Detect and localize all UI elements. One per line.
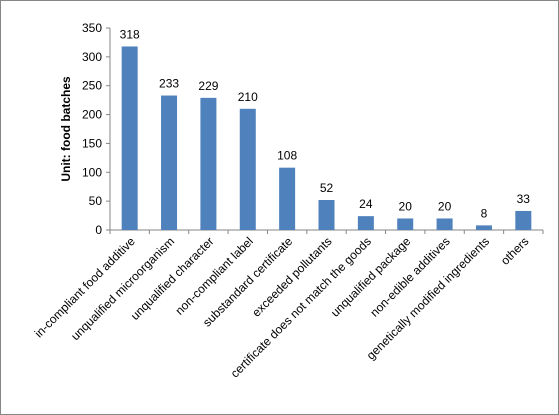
data-label: 20 <box>399 199 413 213</box>
y-axis-label: Unit: food batches <box>59 76 73 182</box>
bar <box>357 216 374 230</box>
data-label: 108 <box>277 149 297 163</box>
bar <box>475 225 492 230</box>
data-label: 210 <box>238 90 258 104</box>
bar <box>121 46 138 231</box>
data-label: 52 <box>320 181 334 195</box>
y-tick-label: 50 <box>89 194 103 208</box>
bar <box>161 95 178 230</box>
data-label: 24 <box>359 197 373 211</box>
bar <box>515 210 532 230</box>
bar <box>239 108 256 230</box>
y-tick-label: 0 <box>95 223 102 237</box>
y-tick-label: 200 <box>82 108 102 122</box>
y-tick-label: 250 <box>82 79 102 93</box>
bar <box>318 199 335 230</box>
data-label: 318 <box>120 27 140 41</box>
y-tick-label: 350 <box>82 21 102 35</box>
bar <box>436 218 453 230</box>
data-label: 20 <box>438 199 452 213</box>
data-label: 233 <box>159 77 179 91</box>
data-label: 229 <box>198 79 218 93</box>
bar <box>200 97 217 230</box>
bar <box>397 218 414 230</box>
y-tick-label: 150 <box>82 136 102 150</box>
y-tick-label: 300 <box>82 50 102 64</box>
bar <box>279 167 296 230</box>
data-label: 8 <box>481 206 488 220</box>
data-label: 33 <box>517 192 531 206</box>
y-tick-label: 100 <box>82 165 102 179</box>
